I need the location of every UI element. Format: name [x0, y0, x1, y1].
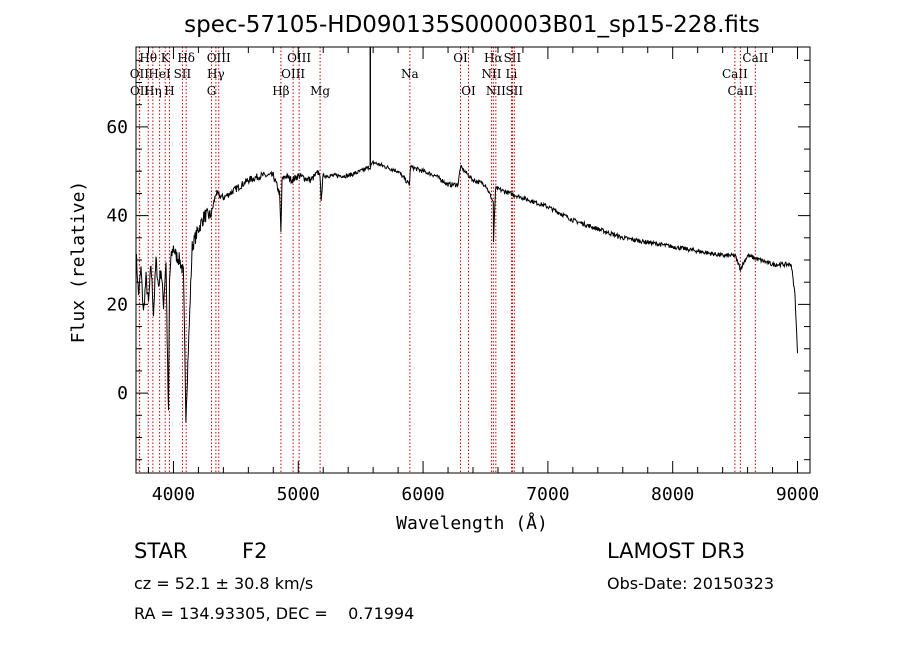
- line-label-6: SII: [174, 67, 192, 81]
- x-tick-label-1: 5000: [277, 484, 320, 505]
- spectrum-line-0: [135, 159, 798, 423]
- line-label-12: OIII: [287, 51, 311, 65]
- chart-title: spec-57105-HD090135S000003B01_sp15-228.f…: [184, 12, 760, 38]
- line-label-5: Hη: [144, 84, 162, 98]
- line-label-23: Li: [506, 67, 518, 81]
- y-tick-label-2: 40: [106, 206, 128, 227]
- object-subclass: F2: [242, 539, 268, 563]
- line-label-4: HeI: [148, 67, 171, 81]
- line-label-24: SII: [505, 84, 523, 98]
- x-tick-label-4: 8000: [651, 484, 694, 505]
- line-label-11: G: [207, 84, 217, 98]
- x-tick-label-0: 4000: [152, 484, 195, 505]
- line-label-17: OI: [453, 51, 468, 65]
- y-axis-label: Flux (relative): [68, 181, 89, 344]
- line-label-14: Hβ: [272, 84, 289, 98]
- x-tick-label-3: 7000: [526, 484, 569, 505]
- x-tick-label-2: 6000: [401, 484, 444, 505]
- line-label-20: NII: [481, 67, 501, 81]
- line-label-8: Hδ: [177, 51, 195, 65]
- line-label-0: Hθ: [139, 51, 157, 65]
- redshift-info: cz = 52.1 ± 30.8 km/s: [134, 574, 314, 593]
- coordinates: RA = 134.93305, DEC = 0.71994: [134, 604, 415, 623]
- line-label-26: CaII: [722, 67, 748, 81]
- line-label-10: Hγ: [207, 67, 225, 81]
- line-label-9: OIII: [207, 51, 231, 65]
- x-axis-label: Wavelength (Å): [396, 512, 548, 534]
- spectrum-series: [135, 47, 798, 423]
- line-label-18: OI: [461, 84, 476, 98]
- axes: 4000 5000 6000 7000 8000 9000 0 20 40 60: [106, 46, 819, 505]
- line-label-1: OII: [130, 67, 150, 81]
- line-label-16: Na: [401, 67, 419, 81]
- line-label-13: OIII: [281, 67, 305, 81]
- y-tick-label-1: 20: [106, 294, 128, 315]
- line-label-25: CaII: [742, 51, 768, 65]
- obs-date: Obs-Date: 20150323: [607, 574, 775, 593]
- survey-name: LAMOST DR3: [607, 539, 746, 563]
- x-tick-label-5: 9000: [776, 484, 819, 505]
- line-label-15: Mg: [310, 84, 330, 98]
- plot-frame: [135, 46, 811, 474]
- line-label-2: OII: [130, 84, 150, 98]
- line-label-7: H: [164, 84, 174, 98]
- line-label-19: Hα: [484, 51, 503, 65]
- line-label-3: K: [161, 51, 171, 65]
- object-class: STAR: [134, 539, 188, 563]
- y-tick-label-3: 60: [106, 117, 128, 138]
- line-label-22: SII: [504, 51, 522, 65]
- line-label-27: CaII: [727, 84, 753, 98]
- line-label-21: NII: [486, 84, 506, 98]
- y-tick-label-0: 0: [117, 383, 128, 404]
